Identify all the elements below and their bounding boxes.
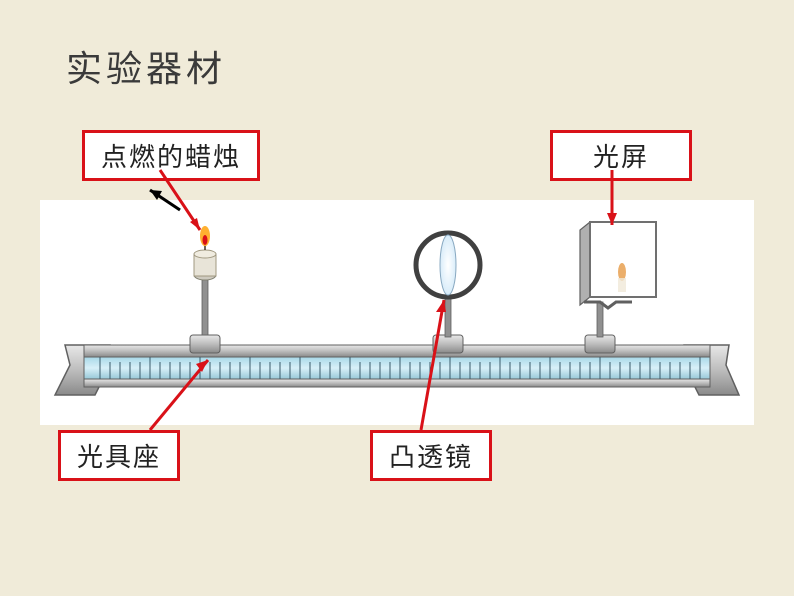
optics-diagram xyxy=(40,200,754,425)
candle xyxy=(190,226,220,353)
label-candle: 点燃的蜡烛 xyxy=(82,130,260,181)
label-lens: 凸透镜 xyxy=(370,430,492,481)
diagram-container xyxy=(40,200,754,425)
optical-bench xyxy=(84,345,710,387)
screen xyxy=(580,222,656,353)
convex-lens xyxy=(416,233,480,353)
label-bench: 光具座 xyxy=(58,430,180,481)
label-screen: 光屏 xyxy=(550,130,692,181)
page-title: 实验器材 xyxy=(66,40,226,92)
